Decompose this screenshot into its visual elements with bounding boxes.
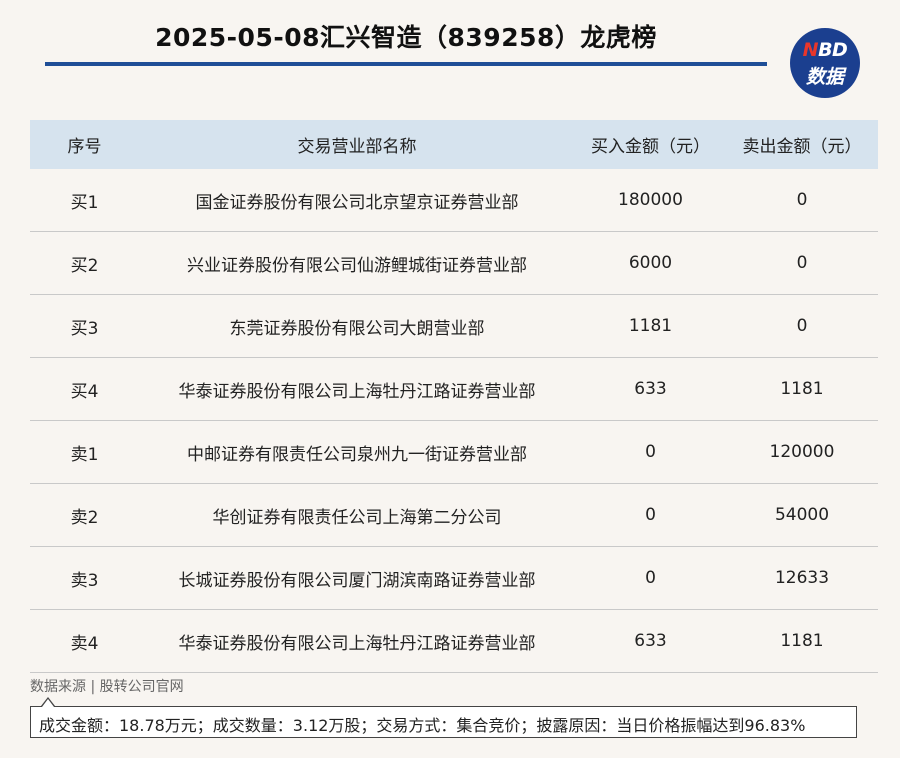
header-branch-name: 交易营业部名称 bbox=[139, 120, 575, 169]
sell-amount: 54000 bbox=[726, 483, 878, 547]
table-row: 卖2 华创证券有限责任公司上海第二分公司 0 54000 bbox=[30, 483, 878, 547]
table-header-row: 序号 交易营业部名称 买入金额（元） 卖出金额（元） bbox=[30, 120, 878, 169]
buy-amount: 0 bbox=[575, 483, 726, 547]
buy-amount: 0 bbox=[575, 546, 726, 610]
note-pointer-fill bbox=[42, 699, 54, 707]
branch-name: 东莞证券股份有限公司大朗营业部 bbox=[139, 294, 575, 358]
buy-amount: 180000 bbox=[575, 169, 726, 232]
branch-name: 兴业证券股份有限公司仙游鲤城街证券营业部 bbox=[139, 231, 575, 295]
buy-amount: 6000 bbox=[575, 231, 726, 295]
buy-amount: 633 bbox=[575, 609, 726, 673]
row-index: 卖3 bbox=[30, 546, 139, 610]
title-underline bbox=[45, 62, 767, 66]
row-index: 买2 bbox=[30, 231, 139, 295]
table-row: 买3 东莞证券股份有限公司大朗营业部 1181 0 bbox=[30, 294, 878, 358]
nbd-logo: NBD 数据 bbox=[790, 28, 860, 98]
buy-amount: 1181 bbox=[575, 294, 726, 358]
branch-name: 华泰证券股份有限公司上海牡丹江路证券营业部 bbox=[139, 357, 575, 421]
branch-name: 华创证券有限责任公司上海第二分公司 bbox=[139, 483, 575, 547]
trade-summary-note: 成交金额：18.78万元；成交数量：3.12万股；交易方式：集合竞价；披露原因：… bbox=[30, 706, 857, 738]
header-sell-amount: 卖出金额（元） bbox=[726, 120, 878, 169]
table-row: 买4 华泰证券股份有限公司上海牡丹江路证券营业部 633 1181 bbox=[30, 357, 878, 421]
sell-amount: 1181 bbox=[726, 609, 878, 673]
table-row: 卖4 华泰证券股份有限公司上海牡丹江路证券营业部 633 1181 bbox=[30, 609, 878, 673]
branch-name: 中邮证券有限责任公司泉州九一街证券营业部 bbox=[139, 420, 575, 484]
branch-name: 长城证券股份有限公司厦门湖滨南路证券营业部 bbox=[139, 546, 575, 610]
sell-amount: 0 bbox=[726, 294, 878, 358]
row-index: 买1 bbox=[30, 169, 139, 232]
sell-amount: 1181 bbox=[726, 357, 878, 421]
page-title: 2025-05-08汇兴智造（839258）龙虎榜 bbox=[155, 23, 657, 52]
row-index: 买4 bbox=[30, 357, 139, 421]
header-buy-amount: 买入金额（元） bbox=[575, 120, 726, 169]
data-source: 数据来源 | 股转公司官网 bbox=[30, 679, 184, 695]
row-index: 卖2 bbox=[30, 483, 139, 547]
dragon-tiger-table: 序号 交易营业部名称 买入金额（元） 卖出金额（元） 买1 国金证券股份有限公司… bbox=[30, 120, 878, 673]
sell-amount: 12633 bbox=[726, 546, 878, 610]
row-index: 买3 bbox=[30, 294, 139, 358]
table-row: 卖3 长城证券股份有限公司厦门湖滨南路证券营业部 0 12633 bbox=[30, 546, 878, 610]
branch-name: 国金证券股份有限公司北京望京证券营业部 bbox=[139, 169, 575, 232]
header-index: 序号 bbox=[30, 120, 139, 169]
sell-amount: 0 bbox=[726, 231, 878, 295]
row-index: 卖1 bbox=[30, 420, 139, 484]
sell-amount: 120000 bbox=[726, 420, 878, 484]
sell-amount: 0 bbox=[726, 169, 878, 232]
branch-name: 华泰证券股份有限公司上海牡丹江路证券营业部 bbox=[139, 609, 575, 673]
buy-amount: 633 bbox=[575, 357, 726, 421]
table-row: 买1 国金证券股份有限公司北京望京证券营业部 180000 0 bbox=[30, 169, 878, 232]
table-row: 卖1 中邮证券有限责任公司泉州九一街证券营业部 0 120000 bbox=[30, 420, 878, 484]
row-index: 卖4 bbox=[30, 609, 139, 673]
buy-amount: 0 bbox=[575, 420, 726, 484]
table-row: 买2 兴业证券股份有限公司仙游鲤城街证券营业部 6000 0 bbox=[30, 231, 878, 295]
